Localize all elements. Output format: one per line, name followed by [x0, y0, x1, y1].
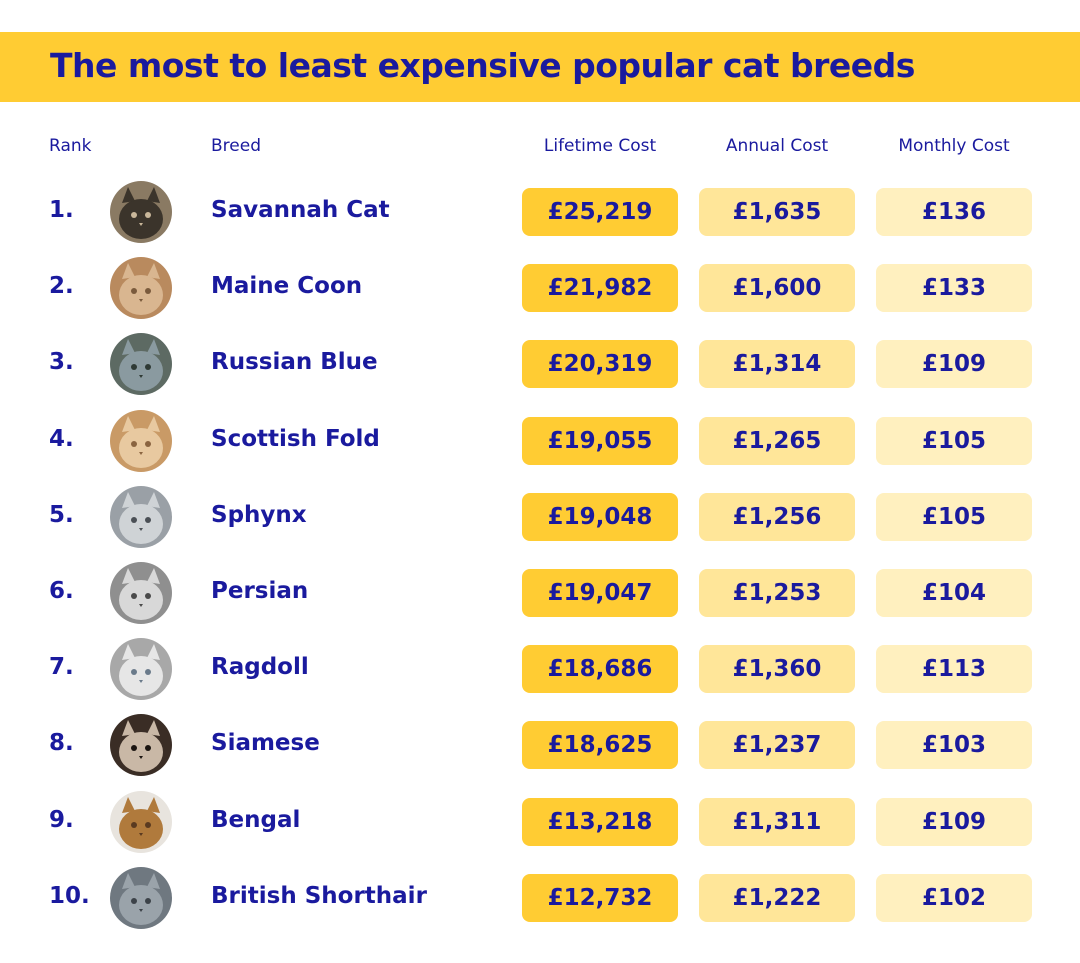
scottish-fold-photo — [110, 409, 172, 472]
savannah-cat-photo — [110, 181, 172, 243]
page-title: The most to least expensive popular cat … — [50, 46, 915, 85]
sphynx-photo — [110, 485, 172, 548]
annual-cost-cell: £1,222 — [699, 873, 855, 922]
ragdoll-photo — [110, 638, 172, 701]
lifetime-cost-cell: £12,732 — [522, 873, 678, 922]
annual-cost-cell: £1,600 — [699, 264, 855, 313]
monthly-cost-cell: £102 — [876, 873, 1032, 922]
monthly-cost-cell: £109 — [876, 340, 1032, 389]
lifetime-cost-cell: £19,055 — [522, 416, 678, 465]
monthly-cost-cell: £105 — [876, 492, 1032, 541]
table-row: 9. Bengal £13,218 £1,311 £109 — [0, 790, 1080, 853]
british-shorthair-photo — [110, 866, 172, 929]
breed-name: Persian — [211, 578, 309, 604]
annual-cost-cell: £1,360 — [699, 645, 855, 694]
breed-name: Russian Blue — [211, 349, 378, 376]
table-row: 3. Russian Blue £20,319 £1,314 £109 — [0, 333, 1080, 396]
rank-label: 2. — [49, 273, 74, 300]
header-rank: Rank — [49, 136, 92, 156]
title-banner: The most to least expensive popular cat … — [0, 32, 1080, 102]
russian-blue-photo — [110, 333, 172, 396]
lifetime-cost-cell: £13,218 — [522, 797, 678, 846]
monthly-cost-cell: £136 — [876, 188, 1032, 236]
annual-cost-cell: £1,311 — [699, 797, 855, 846]
siamese-photo — [110, 714, 172, 777]
monthly-cost-cell: £113 — [876, 645, 1032, 694]
table-row: 5. Sphynx £19,048 £1,256 £105 — [0, 485, 1080, 548]
table-row: 8. Siamese £18,625 £1,237 £103 — [0, 714, 1080, 777]
lifetime-cost-cell: £25,219 — [522, 188, 678, 236]
persian-photo — [110, 562, 172, 624]
breed-name: Ragdoll — [211, 654, 309, 681]
lifetime-cost-cell: £21,982 — [522, 264, 678, 313]
annual-cost-cell: £1,314 — [699, 340, 855, 389]
table-row: 1. Savannah Cat £25,219 £1,635 £136 — [0, 181, 1080, 243]
rank-label: 3. — [49, 349, 74, 376]
header-breed: Breed — [211, 136, 261, 156]
annual-cost-cell: £1,635 — [699, 188, 855, 236]
breed-name: Bengal — [211, 806, 301, 833]
monthly-cost-cell: £104 — [876, 569, 1032, 617]
monthly-cost-cell: £105 — [876, 416, 1032, 465]
maine-coon-photo — [110, 257, 172, 320]
rank-label: 1. — [49, 197, 74, 223]
lifetime-cost-cell: £19,047 — [522, 569, 678, 617]
lifetime-cost-cell: £18,686 — [522, 645, 678, 694]
table-row: 4. Scottish Fold £19,055 £1,265 £105 — [0, 409, 1080, 472]
annual-cost-cell: £1,265 — [699, 416, 855, 465]
monthly-cost-cell: £133 — [876, 264, 1032, 313]
lifetime-cost-cell: £19,048 — [522, 492, 678, 541]
rank-label: 5. — [49, 501, 74, 528]
bengal-photo — [110, 790, 172, 853]
rank-label: 7. — [49, 654, 74, 681]
rank-label: 9. — [49, 806, 74, 833]
monthly-cost-cell: £103 — [876, 721, 1032, 770]
header-monthly-cost: Monthly Cost — [898, 136, 1010, 156]
rank-label: 6. — [49, 578, 74, 604]
breed-name: British Shorthair — [211, 882, 427, 909]
breed-name: Sphynx — [211, 501, 307, 528]
header-lifetime-cost: Lifetime Cost — [543, 136, 657, 156]
breed-name: Maine Coon — [211, 273, 363, 300]
rank-label: 4. — [49, 425, 74, 452]
lifetime-cost-cell: £18,625 — [522, 721, 678, 770]
breed-name: Scottish Fold — [211, 425, 380, 452]
monthly-cost-cell: £109 — [876, 797, 1032, 846]
table-row: 10. British Shorthair £12,732 £1,222 £102 — [0, 866, 1080, 929]
annual-cost-cell: £1,256 — [699, 492, 855, 541]
header-annual-cost: Annual Cost — [725, 136, 829, 156]
table-row: 6. Persian £19,047 £1,253 £104 — [0, 562, 1080, 624]
annual-cost-cell: £1,253 — [699, 569, 855, 617]
rank-label: 10. — [49, 882, 90, 909]
annual-cost-cell: £1,237 — [699, 721, 855, 770]
rank-label: 8. — [49, 730, 74, 757]
breed-name: Siamese — [211, 730, 320, 757]
table-row: 7. Ragdoll £18,686 £1,360 £113 — [0, 638, 1080, 701]
lifetime-cost-cell: £20,319 — [522, 340, 678, 389]
breed-name: Savannah Cat — [211, 197, 390, 223]
table-row: 2. Maine Coon £21,982 £1,600 £133 — [0, 257, 1080, 320]
